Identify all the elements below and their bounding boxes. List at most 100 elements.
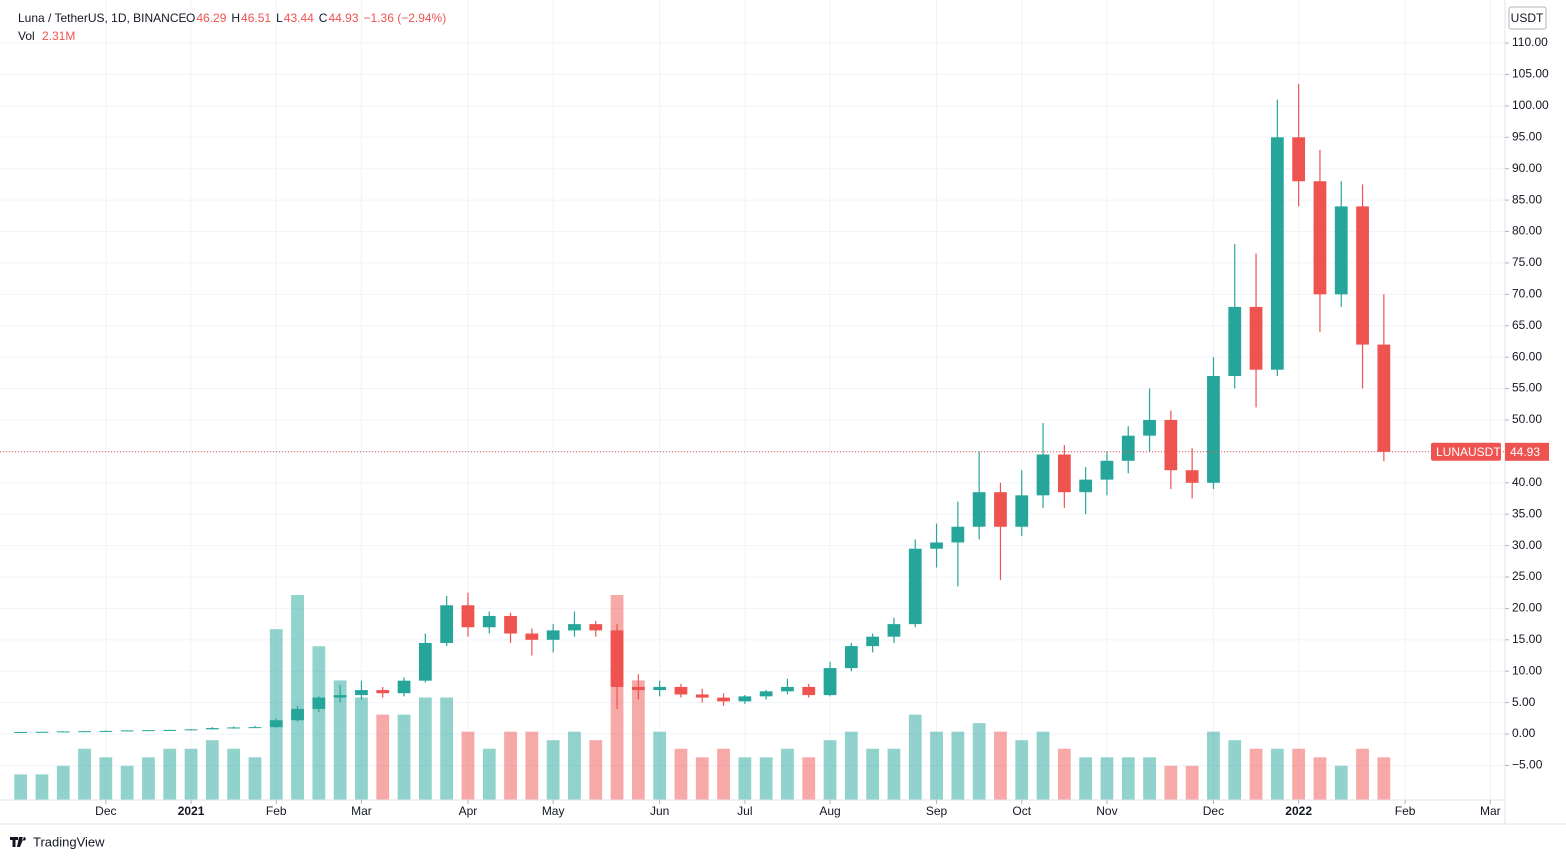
volume-bar xyxy=(653,731,667,800)
volume-bar xyxy=(1079,757,1093,800)
volume-bar xyxy=(1121,757,1135,800)
candle-body xyxy=(120,730,134,732)
x-tick-label: Nov xyxy=(1096,804,1117,818)
candle-body xyxy=(610,630,624,687)
x-tick-label: Apr xyxy=(459,804,478,818)
volume-bar xyxy=(908,714,922,800)
y-tick-label: 65.00 xyxy=(1512,318,1542,332)
volume-bar xyxy=(738,757,752,800)
symbol: Luna / TetherUS, 1D, BINANCE xyxy=(18,11,187,25)
volume-bar xyxy=(866,748,880,800)
volume-bar xyxy=(482,748,496,800)
candle-body xyxy=(1334,206,1348,295)
x-tick-label: Mar xyxy=(351,804,372,818)
candle-body xyxy=(1079,479,1093,493)
candle-body xyxy=(674,686,688,695)
y-tick-label: 0.00 xyxy=(1512,726,1536,740)
candle-body xyxy=(781,686,794,692)
volume-bar xyxy=(418,697,432,800)
volume-bar xyxy=(99,757,113,800)
candle-body xyxy=(631,686,645,691)
y-tick-label: 85.00 xyxy=(1512,192,1542,206)
currency-box[interactable] xyxy=(1508,6,1547,30)
ohlc-value: 46.51 xyxy=(241,11,271,25)
candle-body xyxy=(184,729,198,731)
x-tick-label: Dec xyxy=(1203,804,1224,818)
candle-body xyxy=(163,729,177,731)
volume-bar xyxy=(269,629,283,800)
volume-bar xyxy=(1292,748,1306,800)
candle-body xyxy=(227,727,241,729)
x-tick-label: 2022 xyxy=(1285,804,1312,818)
volume-bar xyxy=(1036,731,1050,800)
volume-bar xyxy=(56,765,70,800)
candle-body xyxy=(589,624,603,631)
currency: USDT xyxy=(1511,11,1544,25)
volume-bar xyxy=(781,748,794,800)
volume-bar xyxy=(14,774,28,800)
y-tick-label: 35.00 xyxy=(1512,506,1542,520)
volume-bar xyxy=(142,757,155,800)
candle-body xyxy=(99,730,113,732)
candle-body xyxy=(355,690,368,696)
candle-body xyxy=(397,680,411,694)
x-tick-label: Feb xyxy=(266,804,287,818)
candle-body xyxy=(1356,206,1369,345)
candle-body xyxy=(56,731,70,733)
candle-body xyxy=(546,630,560,640)
y-tick-label: 90.00 xyxy=(1512,161,1542,175)
candle-body xyxy=(908,548,922,625)
volume-bar xyxy=(759,757,773,800)
x-tick-label: May xyxy=(542,804,565,818)
x-tick-label: Sep xyxy=(926,804,948,818)
volume-bar xyxy=(291,595,304,800)
y-tick-label: 25.00 xyxy=(1512,569,1542,583)
volume-bar xyxy=(1015,740,1029,800)
volume-bar xyxy=(972,723,986,800)
volume-bar xyxy=(1143,757,1156,800)
volume-bar xyxy=(546,740,560,800)
candle-body xyxy=(1207,375,1220,483)
logo-icon xyxy=(10,837,26,847)
candle-body xyxy=(376,690,390,694)
volume-bar xyxy=(248,757,262,800)
volume-bar xyxy=(376,714,390,800)
y-tick-label: −5.00 xyxy=(1512,758,1543,772)
volume-bar xyxy=(1207,731,1220,800)
volume-bar xyxy=(227,748,241,800)
volume-bar xyxy=(333,680,347,800)
candle-body xyxy=(440,605,454,643)
volume-bar xyxy=(440,697,454,800)
volume-bar xyxy=(1164,765,1178,800)
logo[interactable]: TradingView xyxy=(10,834,105,849)
axes: −5.00 0.00 5.00 10.00 15.00 20.00 25.00 30.00 35… xyxy=(0,35,1549,818)
candle-body xyxy=(269,720,283,728)
volume-bar xyxy=(355,697,368,800)
volume-bar xyxy=(631,680,645,800)
last-price-box xyxy=(1505,442,1549,461)
candles xyxy=(14,83,1391,733)
x-tick-label: Aug xyxy=(819,804,840,818)
volume-bar xyxy=(1313,757,1327,800)
ohlc-label: C xyxy=(319,11,328,25)
candle-body xyxy=(1228,306,1242,376)
volume-bar xyxy=(1249,748,1263,800)
volume-bar xyxy=(589,740,603,800)
candle-body xyxy=(1313,181,1327,295)
change: −1.36 (−2.94%) xyxy=(364,11,447,25)
y-tick-label: 40.00 xyxy=(1512,475,1542,489)
y-tick-label: 80.00 xyxy=(1512,224,1542,238)
candle-body xyxy=(205,728,219,730)
candle-body xyxy=(653,686,667,691)
volume-bar xyxy=(1377,757,1391,800)
candle-body xyxy=(1185,470,1199,483)
volume-bar xyxy=(994,731,1007,800)
y-tick-label: 10.00 xyxy=(1512,663,1542,677)
candle-body xyxy=(1292,137,1306,182)
ohlc-label: O xyxy=(186,11,195,25)
volume-bar xyxy=(78,748,91,800)
volume-bar xyxy=(1100,757,1114,800)
y-tick-label: 100.00 xyxy=(1512,98,1549,112)
ohlc-value: 44.93 xyxy=(328,11,358,25)
